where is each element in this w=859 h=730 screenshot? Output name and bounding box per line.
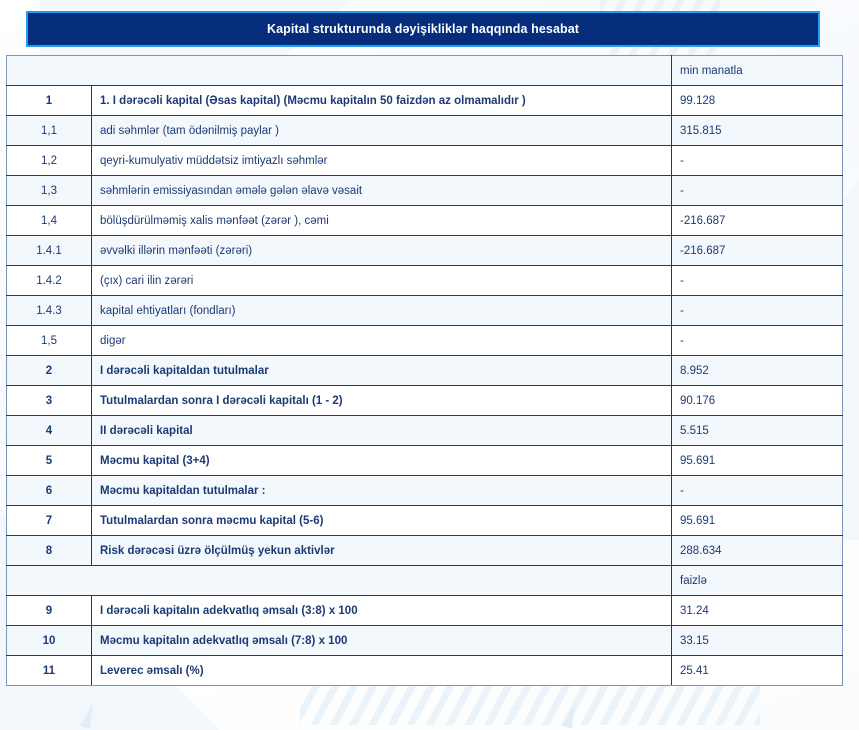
table-unit-mid-row: faizlə — [6, 565, 843, 596]
row-value-cell: 5.515 — [671, 415, 843, 446]
row-value-cell: 99.128 — [671, 85, 843, 116]
row-number-cell: 8 — [6, 535, 92, 566]
row-label-cell: Məcmu kapitalın adekvatlıq əmsalı (7:8) … — [91, 625, 672, 656]
row-label-cell: (çıx) cari ilin zərəri — [91, 265, 672, 296]
row-value-cell: 8.952 — [671, 355, 843, 386]
row-number-cell: 1,1 — [6, 115, 92, 146]
table-row: 1,4 bölüşdürülməmiş xalis mənfəət (zərər … — [6, 205, 843, 236]
row-label-cell: qeyri-kumulyativ müddətsiz imtiyazlı səh… — [91, 145, 672, 176]
row-number-cell: 5 — [6, 445, 92, 476]
row-label-cell: Məcmu kapital (3+4) — [91, 445, 672, 476]
row-value-cell: 315.815 — [671, 115, 843, 146]
table-row: 11 Leverec əmsalı (%) 25.41 — [6, 655, 843, 686]
table-row: 7 Tutulmalardan sonra məcmu kapital (5-6)… — [6, 505, 843, 536]
row-value-cell: - — [671, 475, 843, 506]
unit-mid-value: faizlə — [671, 565, 843, 596]
row-number-cell: 1.4.3 — [6, 295, 92, 326]
row-label-cell: I dərəcəli kapitalın adekvatlıq əmsalı (… — [91, 595, 672, 626]
table-row: 10 Məcmu kapitalın adekvatlıq əmsalı (7:8… — [6, 625, 843, 656]
row-number-cell: 1,2 — [6, 145, 92, 176]
row-number-cell: 9 — [6, 595, 92, 626]
row-value-cell: -216.687 — [671, 235, 843, 266]
table-row: 8 Risk dərəcəsi üzrə ölçülmüş yekun aktiv… — [6, 535, 843, 566]
table-row: 3 Tutulmalardan sonra I dərəcəli kapitalı… — [6, 385, 843, 416]
row-label-cell: Risk dərəcəsi üzrə ölçülmüş yekun aktivl… — [91, 535, 672, 566]
table-row: 1.4.2 (çıx) cari ilin zərəri - — [6, 265, 843, 296]
row-value-cell: 33.15 — [671, 625, 843, 656]
row-value-cell: 288.634 — [671, 535, 843, 566]
table-row: 5 Məcmu kapital (3+4) 95.691 — [6, 445, 843, 476]
table-unit-header-row: min manatla — [6, 55, 843, 86]
table-row: 1,5 digər - — [6, 325, 843, 356]
row-value-cell: - — [671, 145, 843, 176]
row-label-cell: I dərəcəli kapitaldan tutulmalar — [91, 355, 672, 386]
row-value-cell: 31.24 — [671, 595, 843, 626]
table-row: 4 II dərəcəli kapital 5.515 — [6, 415, 843, 446]
row-label-cell: əvvəlki illərin mənfəəti (zərəri) — [91, 235, 672, 266]
capital-structure-table: min manatla 1 1. I dərəcəli kapital (Əsas… — [6, 55, 843, 686]
row-number-cell: 3 — [6, 385, 92, 416]
table-row: 1 1. I dərəcəli kapital (Əsas kapital) (M… — [6, 85, 843, 116]
row-number-cell: 6 — [6, 475, 92, 506]
table-row: 1.4.3 kapital ehtiyatları (fondları) - — [6, 295, 843, 326]
row-value-cell: - — [671, 295, 843, 326]
row-label-cell: Tutulmalardan sonra məcmu kapital (5-6) — [91, 505, 672, 536]
row-number-cell: 1.4.2 — [6, 265, 92, 296]
table-row: 1.4.1 əvvəlki illərin mənfəəti (zərəri) -2… — [6, 235, 843, 266]
table-row: 1,3 səhmlərin emissiyasından əmələ gələn … — [6, 175, 843, 206]
row-value-cell: 95.691 — [671, 445, 843, 476]
row-number-cell: 4 — [6, 415, 92, 446]
row-label-cell: bölüşdürülməmiş xalis mənfəət (zərər ), … — [91, 205, 672, 236]
unit-header-spacer — [6, 55, 672, 86]
row-label-cell: kapital ehtiyatları (fondları) — [91, 295, 672, 326]
row-label-cell: digər — [91, 325, 672, 356]
table-row: 1,1 adi səhmlər (tam ödənilmiş paylar ) 31… — [6, 115, 843, 146]
row-label-cell: Tutulmalardan sonra I dərəcəli kapitalı … — [91, 385, 672, 416]
row-label-cell: 1. I dərəcəli kapital (Əsas kapital) (Mə… — [91, 85, 672, 116]
row-number-cell: 1,5 — [6, 325, 92, 356]
row-value-cell: -216.687 — [671, 205, 843, 236]
row-label-cell: II dərəcəli kapital — [91, 415, 672, 446]
row-label-cell: adi səhmlər (tam ödənilmiş paylar ) — [91, 115, 672, 146]
row-value-cell: - — [671, 325, 843, 356]
page-title: Kapital strukturunda dəyişikliklər haqqı… — [266, 22, 580, 36]
row-number-cell: 10 — [6, 625, 92, 656]
table-row: 1,2 qeyri-kumulyativ müddətsiz imtiyazlı … — [6, 145, 843, 176]
report-table-container: min manatla 1 1. I dərəcəli kapital (Əsas… — [6, 55, 843, 686]
row-number-cell: 1 — [6, 85, 92, 116]
row-value-cell: 90.176 — [671, 385, 843, 416]
row-number-cell: 11 — [6, 655, 92, 686]
table-row: 6 Məcmu kapitaldan tutulmalar :- — [6, 475, 843, 506]
row-label-cell: səhmlərin emissiyasından əmələ gələn əla… — [91, 175, 672, 206]
row-label-cell: Leverec əmsalı (%) — [91, 655, 672, 686]
row-number-cell: 7 — [6, 505, 92, 536]
row-number-cell: 1.4.1 — [6, 235, 92, 266]
row-value-cell: 25.41 — [671, 655, 843, 686]
unit-mid-spacer — [6, 565, 672, 596]
table-body: min manatla 1 1. I dərəcəli kapital (Əsas… — [6, 55, 843, 686]
row-value-cell: 95.691 — [671, 505, 843, 536]
row-value-cell: - — [671, 175, 843, 206]
report-title-banner: Kapital strukturunda dəyişikliklər haqqı… — [26, 11, 820, 47]
row-number-cell: 2 — [6, 355, 92, 386]
row-value-cell: - — [671, 265, 843, 296]
row-number-cell: 1,3 — [6, 175, 92, 206]
row-number-cell: 1,4 — [6, 205, 92, 236]
row-label-cell: Məcmu kapitaldan tutulmalar : — [91, 475, 672, 506]
unit-header-value: min manatla — [671, 55, 843, 86]
